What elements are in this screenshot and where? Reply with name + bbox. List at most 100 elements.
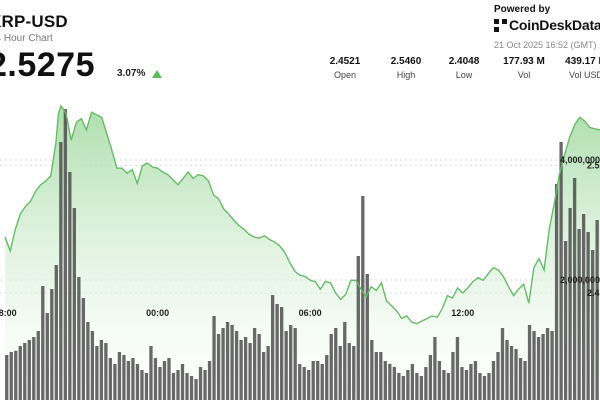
- volume-bar: [41, 286, 45, 400]
- volume-bar: [234, 331, 239, 400]
- volume-bar: [496, 352, 500, 400]
- volume-bar: [194, 379, 198, 400]
- volume-bar: [171, 373, 176, 400]
- volume-bar: [266, 346, 270, 400]
- volume-bar: [343, 322, 347, 400]
- volume-bar: [415, 373, 419, 400]
- stat-vol-usd: 439.17 M Vol USD: [556, 56, 600, 80]
- volume-bar: [491, 361, 496, 400]
- volume-bar: [72, 208, 76, 400]
- volume-bar: [325, 355, 329, 400]
- volume-bar: [113, 364, 117, 400]
- volume-bar: [500, 328, 505, 400]
- volume-bar: [397, 373, 401, 400]
- volume-bar: [176, 370, 180, 400]
- volume-bar: [14, 350, 18, 400]
- volume-bar: [554, 184, 559, 400]
- volume-bar: [86, 322, 90, 400]
- x-tick-label: 18:00: [0, 308, 17, 318]
- volume-bar: [140, 370, 144, 400]
- volume-bar: [117, 352, 122, 400]
- stat-label: Low: [455, 70, 473, 80]
- volume-bar: [307, 370, 311, 400]
- volume-bar: [523, 361, 527, 400]
- volume-bar: [586, 232, 590, 400]
- volume-bar: [361, 196, 365, 400]
- price-change: 3.07%: [117, 68, 146, 79]
- volume-bar: [352, 346, 356, 400]
- volume-bar: [261, 352, 266, 400]
- volume-bar: [68, 172, 72, 400]
- volume-bar: [185, 373, 189, 400]
- volume-bar: [527, 325, 532, 400]
- volume-bar: [541, 334, 545, 400]
- stats-bar: 2.4521 Open 2.5460 High 2.4048 Low 177.9…: [0, 56, 600, 86]
- volume-bar: [514, 349, 518, 400]
- volume-bar: [45, 313, 49, 400]
- volume-bar: [455, 337, 460, 400]
- brand-logo[interactable]: CoinDeskData: [494, 17, 600, 33]
- volume-bar: [212, 316, 216, 400]
- volume-bar: [545, 328, 550, 400]
- volume-bar: [95, 346, 99, 400]
- volume-bar: [126, 361, 131, 400]
- volume-bar: [347, 343, 351, 400]
- volume-bar: [252, 328, 257, 400]
- stat-vol: 177.93 M Vol: [494, 56, 554, 80]
- stat-open: 2.4521 Open: [315, 56, 375, 80]
- volume-bar: [577, 229, 581, 400]
- volume-bar: [482, 376, 487, 400]
- volume-bar: [275, 304, 279, 400]
- volume-bar: [320, 364, 324, 400]
- volume-bar: [5, 355, 9, 400]
- volume-bar: [559, 142, 563, 400]
- volume-bar: [536, 337, 541, 400]
- volume-bar: [478, 373, 482, 400]
- volume-bar: [428, 355, 433, 400]
- volume-bar: [77, 277, 81, 400]
- volume-bar: [509, 346, 514, 400]
- volume-bar: [18, 346, 22, 400]
- volume-bar: [383, 361, 387, 400]
- volume-bar: [257, 334, 261, 400]
- volume-bar: [162, 361, 167, 400]
- stat-low: 2.4048 Low: [434, 56, 494, 80]
- x-tick-label: 12:00: [451, 308, 474, 318]
- volume-bar: [532, 331, 536, 400]
- volume-bar: [230, 325, 234, 400]
- volume-bar: [99, 340, 104, 400]
- stat-label: Vol USD: [568, 70, 600, 80]
- price-line: [4, 104, 600, 325]
- volume-bar: [433, 337, 437, 400]
- stat-value: 439.17 M: [565, 56, 600, 67]
- volume-bar: [316, 361, 320, 400]
- x-tick-label: 06:00: [299, 308, 322, 318]
- volume-bar: [289, 325, 293, 400]
- volume-bar: [329, 334, 333, 400]
- volume-bar: [568, 208, 572, 400]
- volume-bar: [293, 328, 297, 400]
- volume-bar: [90, 331, 95, 400]
- volume-bar: [9, 352, 13, 400]
- volume-bar: [424, 367, 428, 400]
- volume-bar: [280, 307, 284, 400]
- volume-bar: [302, 367, 306, 400]
- volume-bar: [487, 373, 491, 400]
- volume-bar: [401, 376, 405, 400]
- volume-bar: [550, 331, 554, 400]
- volume-bars: [5, 109, 599, 400]
- volume-bar: [338, 346, 342, 400]
- volume-bar: [108, 358, 113, 400]
- chart-subtitle: 24 Hour Chart: [0, 33, 53, 44]
- volume-bar: [207, 361, 212, 400]
- volume-bar: [158, 367, 162, 400]
- powered-by-label: Powered by: [494, 4, 551, 15]
- volume-tick-label: 4,000,000: [560, 155, 600, 165]
- volume-bar: [131, 358, 135, 400]
- volume-bar: [59, 142, 63, 400]
- volume-bar: [284, 331, 288, 400]
- volume-bar: [581, 214, 586, 400]
- volume-bar: [149, 346, 153, 400]
- volume-bar: [243, 337, 248, 400]
- price-area: [5, 105, 600, 400]
